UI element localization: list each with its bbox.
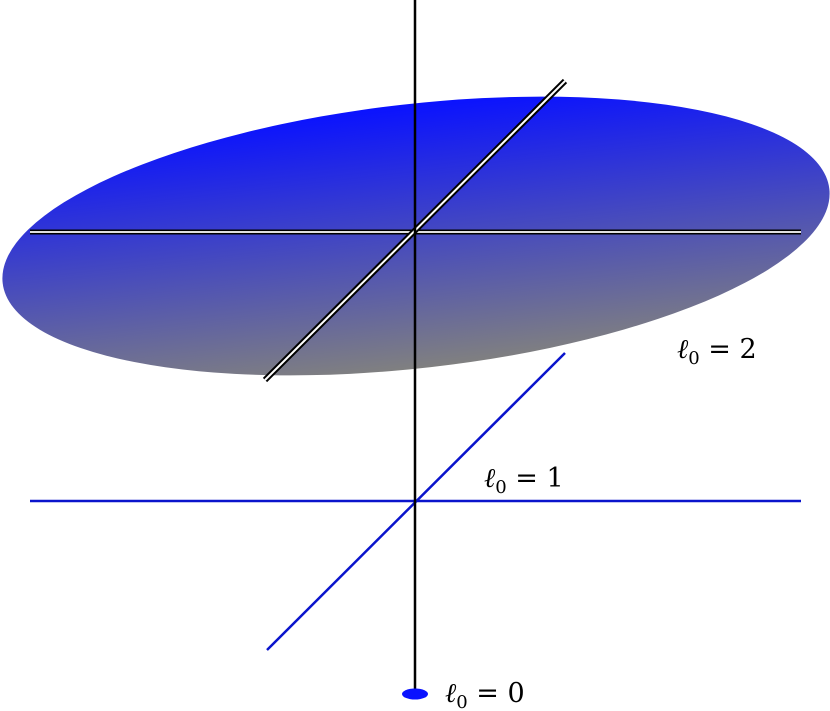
level0-point <box>402 688 428 700</box>
level0-label: ℓ0 = 0 <box>445 678 525 711</box>
level1-label: ℓ0 = 1 <box>484 463 564 498</box>
level2-label: ℓ0 = 2 <box>677 334 757 369</box>
